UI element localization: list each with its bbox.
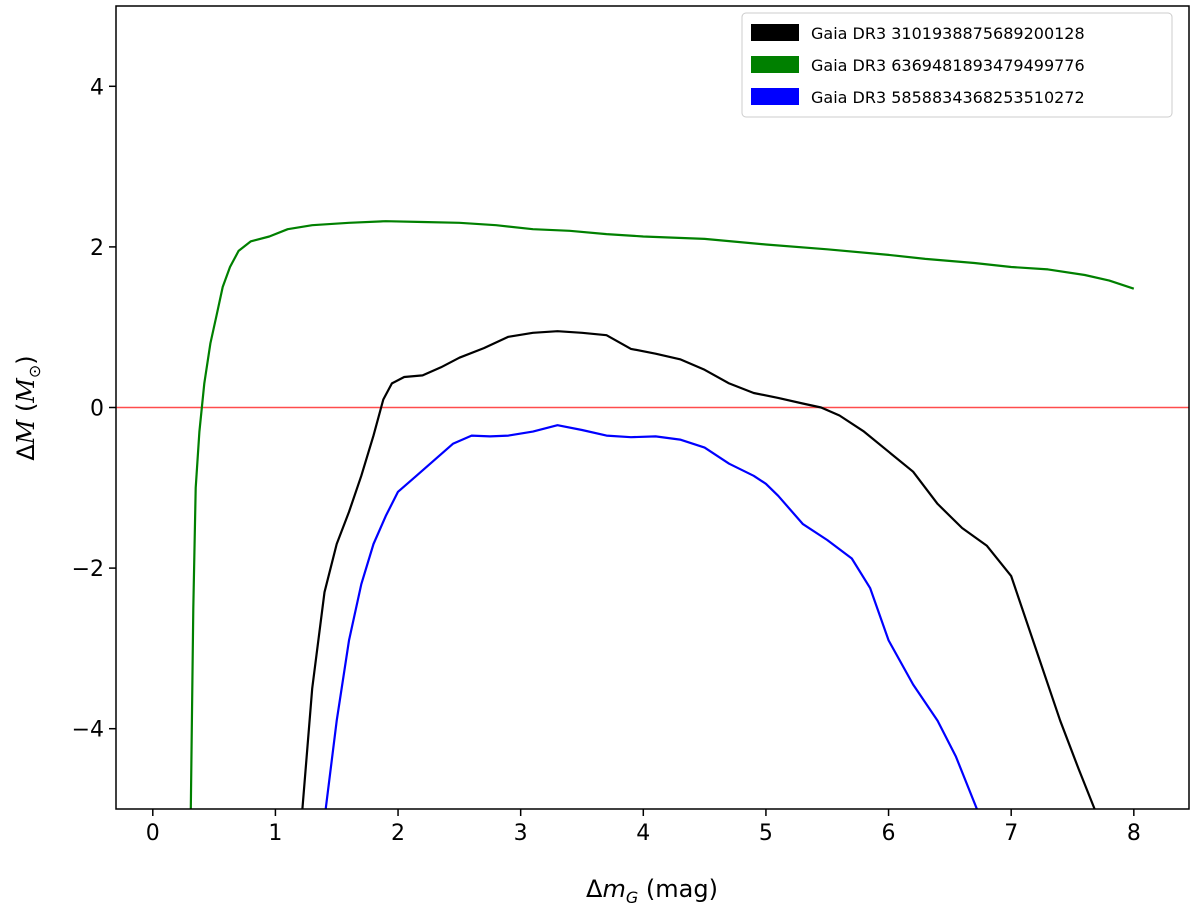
series-line-2 <box>189 220 1135 809</box>
x-tick-label: 3 <box>514 821 528 846</box>
series-line-3 <box>324 424 978 809</box>
y-tick-label: 4 <box>90 75 104 100</box>
legend-swatch <box>751 88 799 105</box>
x-tick-label: 2 <box>391 821 405 846</box>
series-layer <box>189 220 1135 809</box>
y-tick-label: −2 <box>72 557 104 582</box>
legend-entry-label: Gaia DR3 3101938875689200128 <box>811 24 1085 43</box>
series-line-1 <box>301 330 1096 809</box>
x-tick-label: 8 <box>1127 821 1141 846</box>
x-axis-label: ΔmG (mag) <box>586 875 718 907</box>
x-tick-label: 4 <box>636 821 650 846</box>
legend-entry-label: Gaia DR3 6369481893479499776 <box>811 56 1085 75</box>
legend-entry-label: Gaia DR3 5858834368253510272 <box>811 88 1085 107</box>
y-tick-label: −4 <box>72 718 104 743</box>
y-tick-label: 2 <box>90 236 104 261</box>
legend-frame <box>741 12 1173 118</box>
legend: Gaia DR3 3101938875689200128 Gaia DR3 636… <box>741 12 1173 118</box>
legend-swatch <box>751 56 799 73</box>
x-tick-label: 5 <box>759 821 773 846</box>
y-axis-ticks: −4 −2 0 2 4 <box>72 75 116 743</box>
x-tick-label: 7 <box>1004 821 1018 846</box>
legend-swatch <box>751 24 799 41</box>
x-tick-label: 6 <box>882 821 896 846</box>
x-tick-label: 1 <box>268 821 282 846</box>
y-tick-label: 0 <box>90 397 104 422</box>
x-tick-label: 0 <box>146 821 160 846</box>
x-axis-ticks: 0 1 2 3 4 5 6 7 8 <box>146 809 1141 846</box>
